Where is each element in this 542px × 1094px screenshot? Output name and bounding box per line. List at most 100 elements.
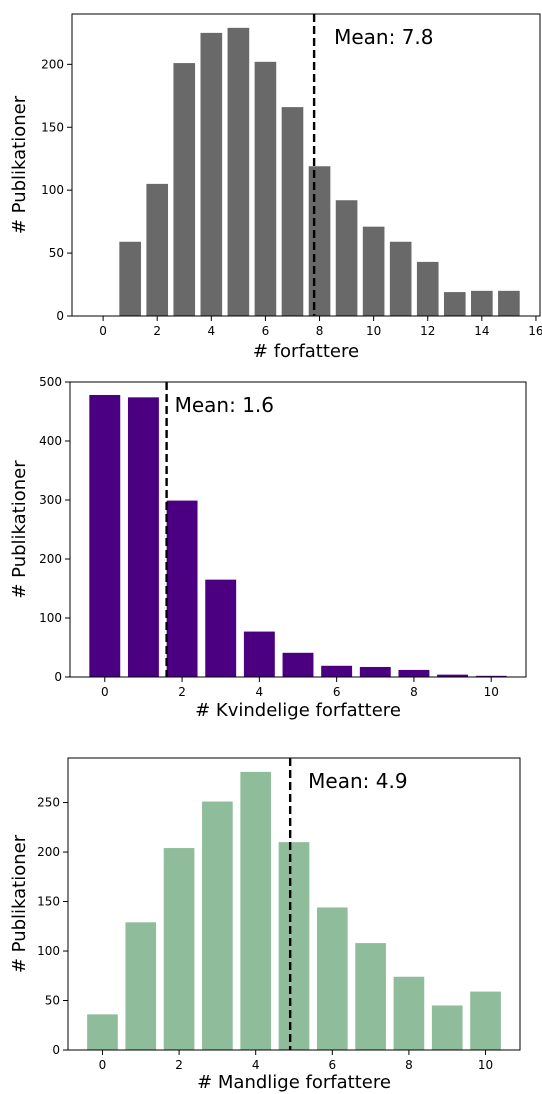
y-tick-label: 200 [39, 552, 62, 566]
bar [389, 241, 412, 316]
x-tick-label: 2 [178, 685, 186, 699]
bar [119, 241, 141, 316]
x-tick-label: 0 [99, 324, 107, 338]
x-tick-label: 12 [420, 324, 435, 338]
x-tick-label: 6 [262, 324, 270, 338]
x-tick-label: 4 [252, 1058, 260, 1072]
bar [205, 579, 237, 677]
bar [321, 665, 353, 677]
bar [416, 261, 439, 316]
x-tick-label: 2 [175, 1058, 183, 1072]
bar [431, 1005, 463, 1050]
y-tick-label: 0 [52, 1043, 60, 1057]
plot-frame [69, 381, 527, 678]
bar [163, 848, 195, 1050]
y-axis-label: # Publikationer [9, 460, 30, 599]
y-tick-label: 150 [37, 895, 60, 909]
bar [281, 107, 304, 316]
bar [87, 1014, 118, 1050]
y-tick-label: 500 [39, 375, 62, 389]
mean-label: Mean: 4.9 [308, 769, 407, 793]
x-tick-label: 2 [153, 324, 161, 338]
plot-frame [71, 13, 541, 317]
x-tick-label: 10 [478, 1058, 493, 1072]
x-tick-label: 16 [528, 324, 542, 338]
bar [437, 674, 469, 677]
y-tick-label: 50 [49, 246, 64, 260]
y-tick-label: 300 [39, 493, 62, 507]
y-tick-label: 150 [41, 120, 64, 134]
plot-frame [67, 757, 521, 1051]
y-tick-label: 400 [39, 434, 62, 448]
bar [254, 61, 277, 316]
bar [278, 842, 310, 1050]
x-ticks: 0 2 4 6 8 10 [101, 677, 499, 699]
x-axis-label: # forfattere [253, 341, 359, 362]
bar [146, 183, 169, 316]
bar [475, 675, 507, 677]
y-tick-label: 250 [37, 796, 60, 810]
bars-group [119, 27, 520, 317]
y-tick-label: 100 [37, 944, 60, 958]
bar [240, 771, 272, 1050]
chart-total-authors: Mean: 7.8 0 2 4 6 8 10 12 14 16 0 50 100 150 200 # f… [9, 13, 542, 362]
bar [471, 290, 493, 316]
x-tick-label: 6 [328, 1058, 336, 1072]
bar [335, 200, 358, 316]
x-tick-label: 14 [474, 324, 489, 338]
mean-label: Mean: 7.8 [334, 25, 433, 49]
x-axis-label: # Kvindelige forfattere [195, 700, 401, 721]
bars-group [87, 771, 501, 1050]
bar [470, 991, 501, 1050]
y-ticks: 0 50 100 150 200 250 [37, 796, 68, 1057]
bar [282, 652, 314, 677]
bar [355, 943, 386, 1050]
y-ticks: 0 50 100 150 200 [41, 57, 72, 323]
x-tick-label: 6 [333, 685, 341, 699]
x-tick-label: 0 [99, 1058, 107, 1072]
y-tick-label: 200 [41, 57, 64, 71]
bar [125, 922, 157, 1050]
x-tick-label: 4 [207, 324, 215, 338]
y-axis-label: # Publikationer [9, 834, 30, 973]
bar [166, 500, 198, 677]
bar [227, 27, 250, 316]
bar [362, 226, 385, 316]
x-tick-label: 10 [484, 685, 499, 699]
x-tick-label: 0 [101, 685, 109, 699]
chart-female-authors: Mean: 1.6 0 2 4 6 8 10 0 100 200 300 400 500 # Kvi… [9, 375, 527, 721]
x-tick-label: 10 [366, 324, 381, 338]
chart-male-authors: Mean: 4.9 0 2 4 6 8 10 0 50 100 150 200 250 # Mand… [9, 757, 521, 1093]
x-tick-label: 8 [405, 1058, 413, 1072]
x-ticks: 0 2 4 6 8 10 12 14 16 [99, 316, 542, 338]
bar [359, 666, 391, 677]
y-tick-label: 0 [54, 670, 62, 684]
y-tick-label: 100 [39, 611, 62, 625]
bar [316, 907, 348, 1050]
bar [393, 976, 425, 1050]
x-ticks: 0 2 4 6 8 10 [99, 1050, 493, 1072]
mean-label: Mean: 1.6 [175, 393, 274, 417]
x-axis-label: # Mandlige forfattere [197, 1072, 391, 1093]
bar [308, 166, 331, 316]
bar [173, 63, 196, 317]
bar [89, 394, 121, 677]
y-tick-label: 50 [45, 994, 60, 1008]
bar [498, 290, 520, 316]
bar [443, 292, 466, 316]
x-tick-label: 8 [410, 685, 418, 699]
x-tick-label: 8 [316, 324, 324, 338]
y-tick-label: 0 [56, 309, 64, 323]
y-tick-label: 200 [37, 845, 60, 859]
y-ticks: 0 100 200 300 400 500 [39, 375, 70, 684]
bar [202, 801, 233, 1050]
bar [200, 32, 223, 316]
bar [127, 397, 159, 677]
bar [398, 669, 430, 677]
x-tick-label: 4 [256, 685, 264, 699]
bars-group [89, 394, 507, 677]
y-tick-label: 100 [41, 183, 64, 197]
y-axis-label: # Publikationer [9, 95, 30, 234]
bar [243, 631, 275, 677]
